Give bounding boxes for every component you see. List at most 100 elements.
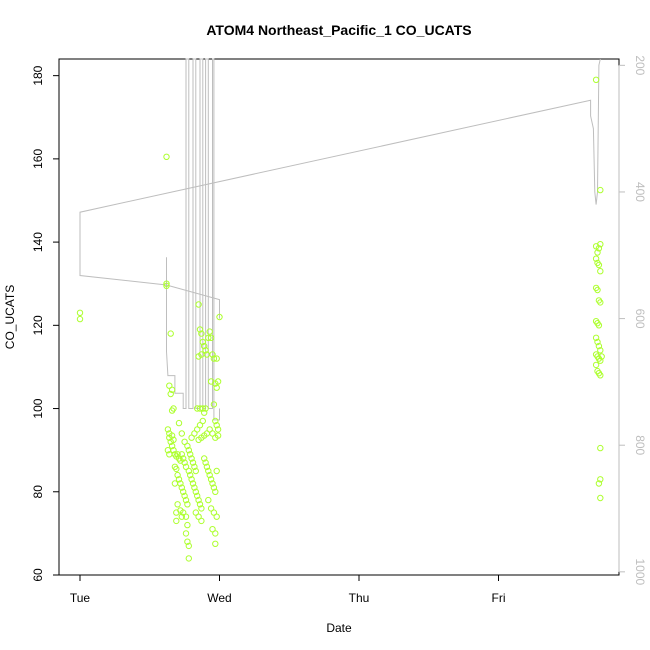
data-point	[595, 245, 603, 252]
data-point	[206, 328, 213, 335]
altitude-line-0	[79, 58, 601, 276]
data-point	[201, 455, 208, 462]
data-point	[168, 432, 176, 439]
data-point	[76, 315, 84, 323]
data-point	[194, 492, 201, 500]
y-axis: 60 80 100 120 140 160 180	[31, 65, 60, 582]
data-point	[592, 76, 600, 84]
data-point	[597, 186, 604, 194]
data-point	[595, 322, 603, 329]
data-point	[198, 330, 205, 337]
x-tick-label: Thu	[349, 591, 370, 605]
data-point	[207, 334, 215, 341]
data-point	[209, 480, 216, 487]
data-point	[163, 153, 170, 161]
data-point	[187, 451, 194, 458]
data-point	[187, 471, 194, 479]
data-point	[595, 342, 603, 350]
data-point	[202, 459, 209, 466]
data-point	[170, 436, 177, 443]
data-point	[168, 442, 176, 450]
data-point	[595, 261, 603, 269]
data-point	[213, 355, 220, 362]
data-point	[592, 361, 600, 369]
data-point	[174, 501, 181, 508]
data-point	[592, 255, 600, 262]
data-point	[214, 432, 222, 439]
data-point	[182, 496, 190, 504]
data-point	[598, 353, 605, 360]
data-point	[178, 451, 186, 458]
data-point	[201, 342, 208, 350]
data-point	[189, 480, 197, 487]
data-point	[597, 299, 604, 306]
data-point	[185, 542, 193, 550]
x-axis-label: Date	[326, 621, 352, 635]
data-point	[207, 476, 215, 483]
data-point	[188, 476, 195, 483]
data-point	[597, 444, 604, 452]
data-point	[184, 501, 191, 508]
data-point	[181, 459, 188, 466]
data-point	[205, 496, 212, 504]
data-point	[173, 465, 180, 473]
data-point	[212, 540, 219, 547]
data-point	[191, 484, 198, 491]
data-point	[182, 513, 190, 520]
data-point	[592, 334, 600, 341]
data-point	[178, 484, 186, 491]
data-point	[594, 286, 601, 294]
data-point	[205, 467, 212, 475]
right-tick-label: 400	[633, 182, 647, 202]
data-point	[210, 355, 218, 362]
data-point	[201, 409, 208, 416]
data-point	[202, 347, 209, 354]
data-point	[597, 476, 604, 483]
data-point	[597, 372, 604, 379]
data-point	[188, 455, 195, 462]
data-point	[166, 451, 173, 458]
right-axis: 200 400 600 800 1000	[618, 55, 647, 586]
right-tick-label: 1000	[633, 558, 647, 585]
data-points	[76, 76, 605, 562]
data-point	[213, 467, 220, 475]
data-point	[184, 538, 191, 545]
data-point	[167, 330, 174, 337]
data-point	[178, 513, 186, 520]
data-point	[180, 488, 187, 495]
data-point	[205, 334, 212, 341]
data-point	[207, 378, 215, 385]
plot-area-frame	[58, 58, 620, 576]
data-point	[212, 530, 219, 537]
data-point	[181, 492, 188, 500]
data-point	[213, 513, 220, 520]
data-point	[597, 357, 604, 364]
data-point	[198, 505, 205, 512]
data-point	[597, 241, 604, 248]
data-point	[199, 417, 207, 425]
data-point	[216, 313, 223, 321]
data-point	[198, 517, 205, 525]
data-point	[206, 471, 213, 479]
altitude-line-2	[166, 58, 220, 421]
data-point	[174, 471, 181, 479]
data-point	[185, 555, 193, 562]
right-tick-label: 200	[633, 55, 647, 75]
data-point	[213, 422, 220, 429]
altitude-lines	[79, 58, 601, 421]
y-tick-label: 60	[31, 568, 45, 582]
data-point	[171, 480, 179, 487]
data-point	[597, 494, 604, 502]
data-point	[196, 326, 204, 333]
y-tick-label: 140	[31, 232, 45, 252]
data-point	[175, 476, 183, 483]
y-axis-label: CO_UCATS	[3, 285, 17, 349]
altitude-line-1	[79, 212, 220, 319]
data-point	[185, 447, 193, 454]
data-point	[174, 451, 181, 458]
data-point	[164, 447, 172, 454]
data-point	[198, 351, 205, 358]
data-point	[213, 384, 220, 391]
data-point	[594, 249, 601, 256]
